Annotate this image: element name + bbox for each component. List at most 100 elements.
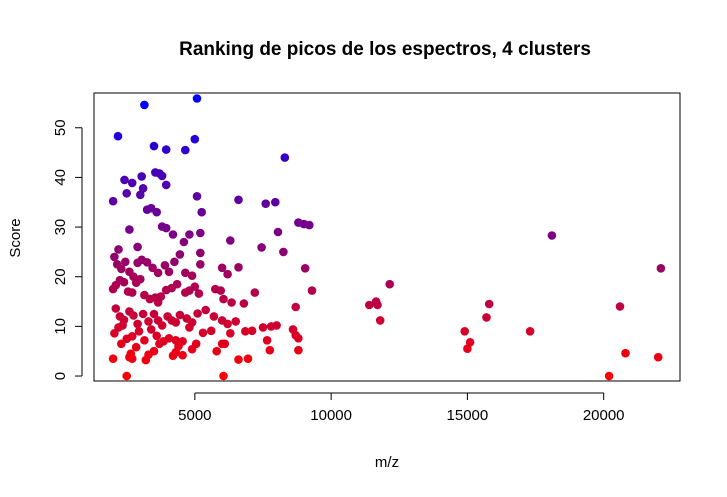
data-point <box>547 231 557 240</box>
data-point <box>164 334 174 343</box>
data-point <box>125 225 134 234</box>
data-point <box>226 329 235 338</box>
data-point <box>196 248 205 258</box>
data-point <box>365 300 374 310</box>
data-point <box>140 100 149 110</box>
data-point <box>113 131 123 141</box>
data-point <box>152 331 161 341</box>
data-point <box>294 334 303 343</box>
data-point <box>234 195 243 205</box>
data-point <box>280 153 290 162</box>
plot-frame <box>93 92 681 382</box>
data-point <box>196 260 205 269</box>
x-tick-label: 20000 <box>583 407 625 424</box>
data-point <box>181 145 190 155</box>
data-point <box>117 264 126 274</box>
data-point <box>262 336 272 345</box>
x-axis: 5000 10000 15000 20000 <box>178 392 625 424</box>
data-point <box>119 277 129 287</box>
data-point <box>122 189 131 198</box>
data-point <box>219 294 228 304</box>
data-point <box>261 199 271 208</box>
data-point <box>140 336 149 345</box>
data-point <box>161 180 171 190</box>
data-point <box>187 344 197 354</box>
data-point <box>137 172 146 181</box>
x-axis-label: m/z <box>375 454 399 471</box>
data-point <box>192 192 202 201</box>
data-point <box>138 184 148 193</box>
data-point <box>127 288 137 297</box>
data-point <box>615 302 625 311</box>
y-tick-label: 0 <box>52 372 69 380</box>
data-point <box>131 342 141 352</box>
data-point <box>604 371 614 381</box>
data-point <box>484 299 494 309</box>
data-point <box>160 261 170 270</box>
data-point <box>196 228 205 238</box>
y-axis: 0 10 20 30 40 50 <box>52 119 83 380</box>
y-axis-label: Score <box>7 218 24 257</box>
data-point <box>250 288 260 297</box>
data-point <box>152 207 161 217</box>
data-point <box>223 319 232 329</box>
chart-title: Ranking de picos de los espectros, 4 clu… <box>179 39 591 60</box>
data-point <box>305 220 314 230</box>
data-point <box>175 250 185 259</box>
data-point <box>291 302 301 312</box>
data-point <box>171 318 181 327</box>
data-point <box>181 268 190 278</box>
y-tick-label: 50 <box>52 119 69 136</box>
y-tick-label: 40 <box>52 169 69 186</box>
data-point <box>148 263 157 273</box>
data-point <box>168 230 178 239</box>
data-point <box>482 313 491 322</box>
data-point <box>258 323 268 332</box>
data-point <box>247 326 257 336</box>
data-point <box>243 354 253 364</box>
data-point <box>117 339 126 349</box>
data-point <box>136 190 145 200</box>
data-point <box>241 327 250 336</box>
data-point <box>219 371 228 381</box>
data-point <box>465 338 475 347</box>
data-point <box>197 207 206 217</box>
data-point <box>161 145 171 154</box>
data-point <box>118 321 127 330</box>
y-tick-label: 20 <box>52 268 69 285</box>
data-point <box>121 257 130 267</box>
data-point <box>157 321 167 330</box>
data-point <box>192 94 202 103</box>
data-point <box>385 279 395 289</box>
data-point <box>161 223 171 233</box>
data-point <box>127 178 137 188</box>
data-point <box>656 264 666 273</box>
data-point <box>239 299 249 308</box>
y-tick-label: 10 <box>52 318 69 335</box>
data-point <box>265 345 275 355</box>
data-point <box>375 316 385 325</box>
data-point <box>206 326 216 336</box>
data-point <box>201 305 210 315</box>
data-point <box>114 245 123 254</box>
data-point <box>190 134 200 144</box>
data-point <box>194 289 204 298</box>
data-point <box>178 337 187 346</box>
data-point <box>175 310 185 320</box>
data-point <box>120 175 129 185</box>
data-point <box>155 339 164 349</box>
data-point <box>146 325 156 334</box>
data-point <box>170 257 179 267</box>
data-point <box>122 371 131 381</box>
data-point <box>178 350 187 360</box>
data-point <box>171 347 181 357</box>
data-point <box>157 171 167 181</box>
data-point <box>172 279 182 289</box>
data-point <box>190 282 200 292</box>
data-point <box>209 312 219 321</box>
data-point <box>300 264 310 273</box>
data-point <box>133 319 142 329</box>
data-point <box>138 309 148 319</box>
x-tick-label: 10000 <box>310 407 352 424</box>
